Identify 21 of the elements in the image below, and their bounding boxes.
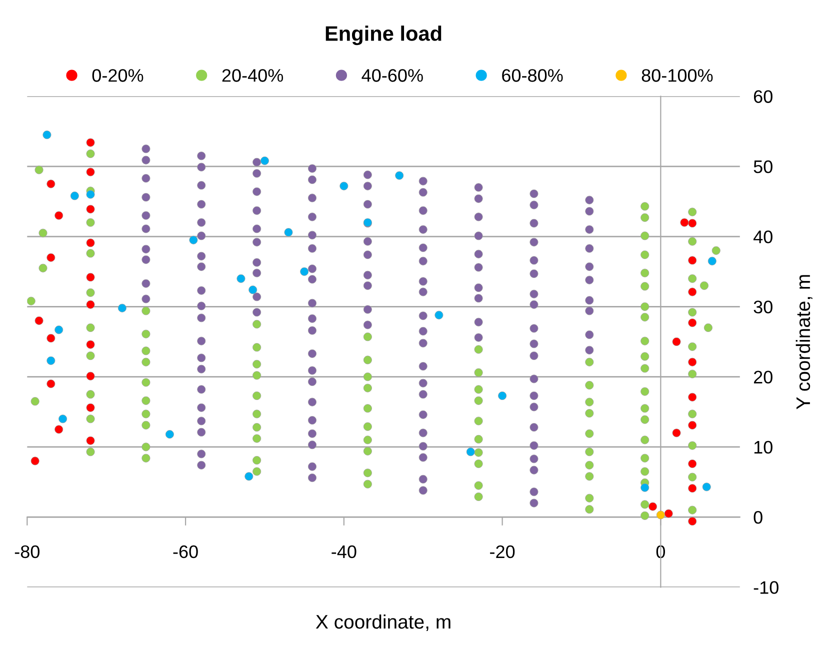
legend-label: 80-100% — [642, 69, 713, 82]
chart-title: Engine load — [326, 26, 442, 46]
x-tick-label: 0 — [656, 545, 665, 558]
y-tick-label: 0 — [754, 511, 762, 524]
x-tick-label: -80 — [14, 545, 40, 558]
y-tick-label: 30 — [754, 300, 772, 314]
x-tick-label: -40 — [332, 545, 356, 558]
y-tick-label: 20 — [754, 370, 772, 384]
x-tick-label: -60 — [173, 545, 198, 558]
legend-label: 0-20% — [92, 69, 144, 82]
x-axis-title: X coordinate, m — [316, 614, 450, 632]
legend-label: 60-80% — [502, 69, 563, 82]
y-tick-label: 60 — [754, 90, 772, 103]
y-axis-title: Y coordinate, m — [796, 275, 812, 410]
y-tick-label: 10 — [754, 440, 772, 454]
legend-label: 20-40% — [222, 69, 284, 82]
y-tick-label: 50 — [754, 160, 772, 174]
x-tick-label: -20 — [490, 545, 515, 558]
y-tick-label: 40 — [753, 230, 772, 244]
legend-label: 40-60% — [362, 69, 423, 82]
y-tick-label: -10 — [754, 581, 778, 594]
